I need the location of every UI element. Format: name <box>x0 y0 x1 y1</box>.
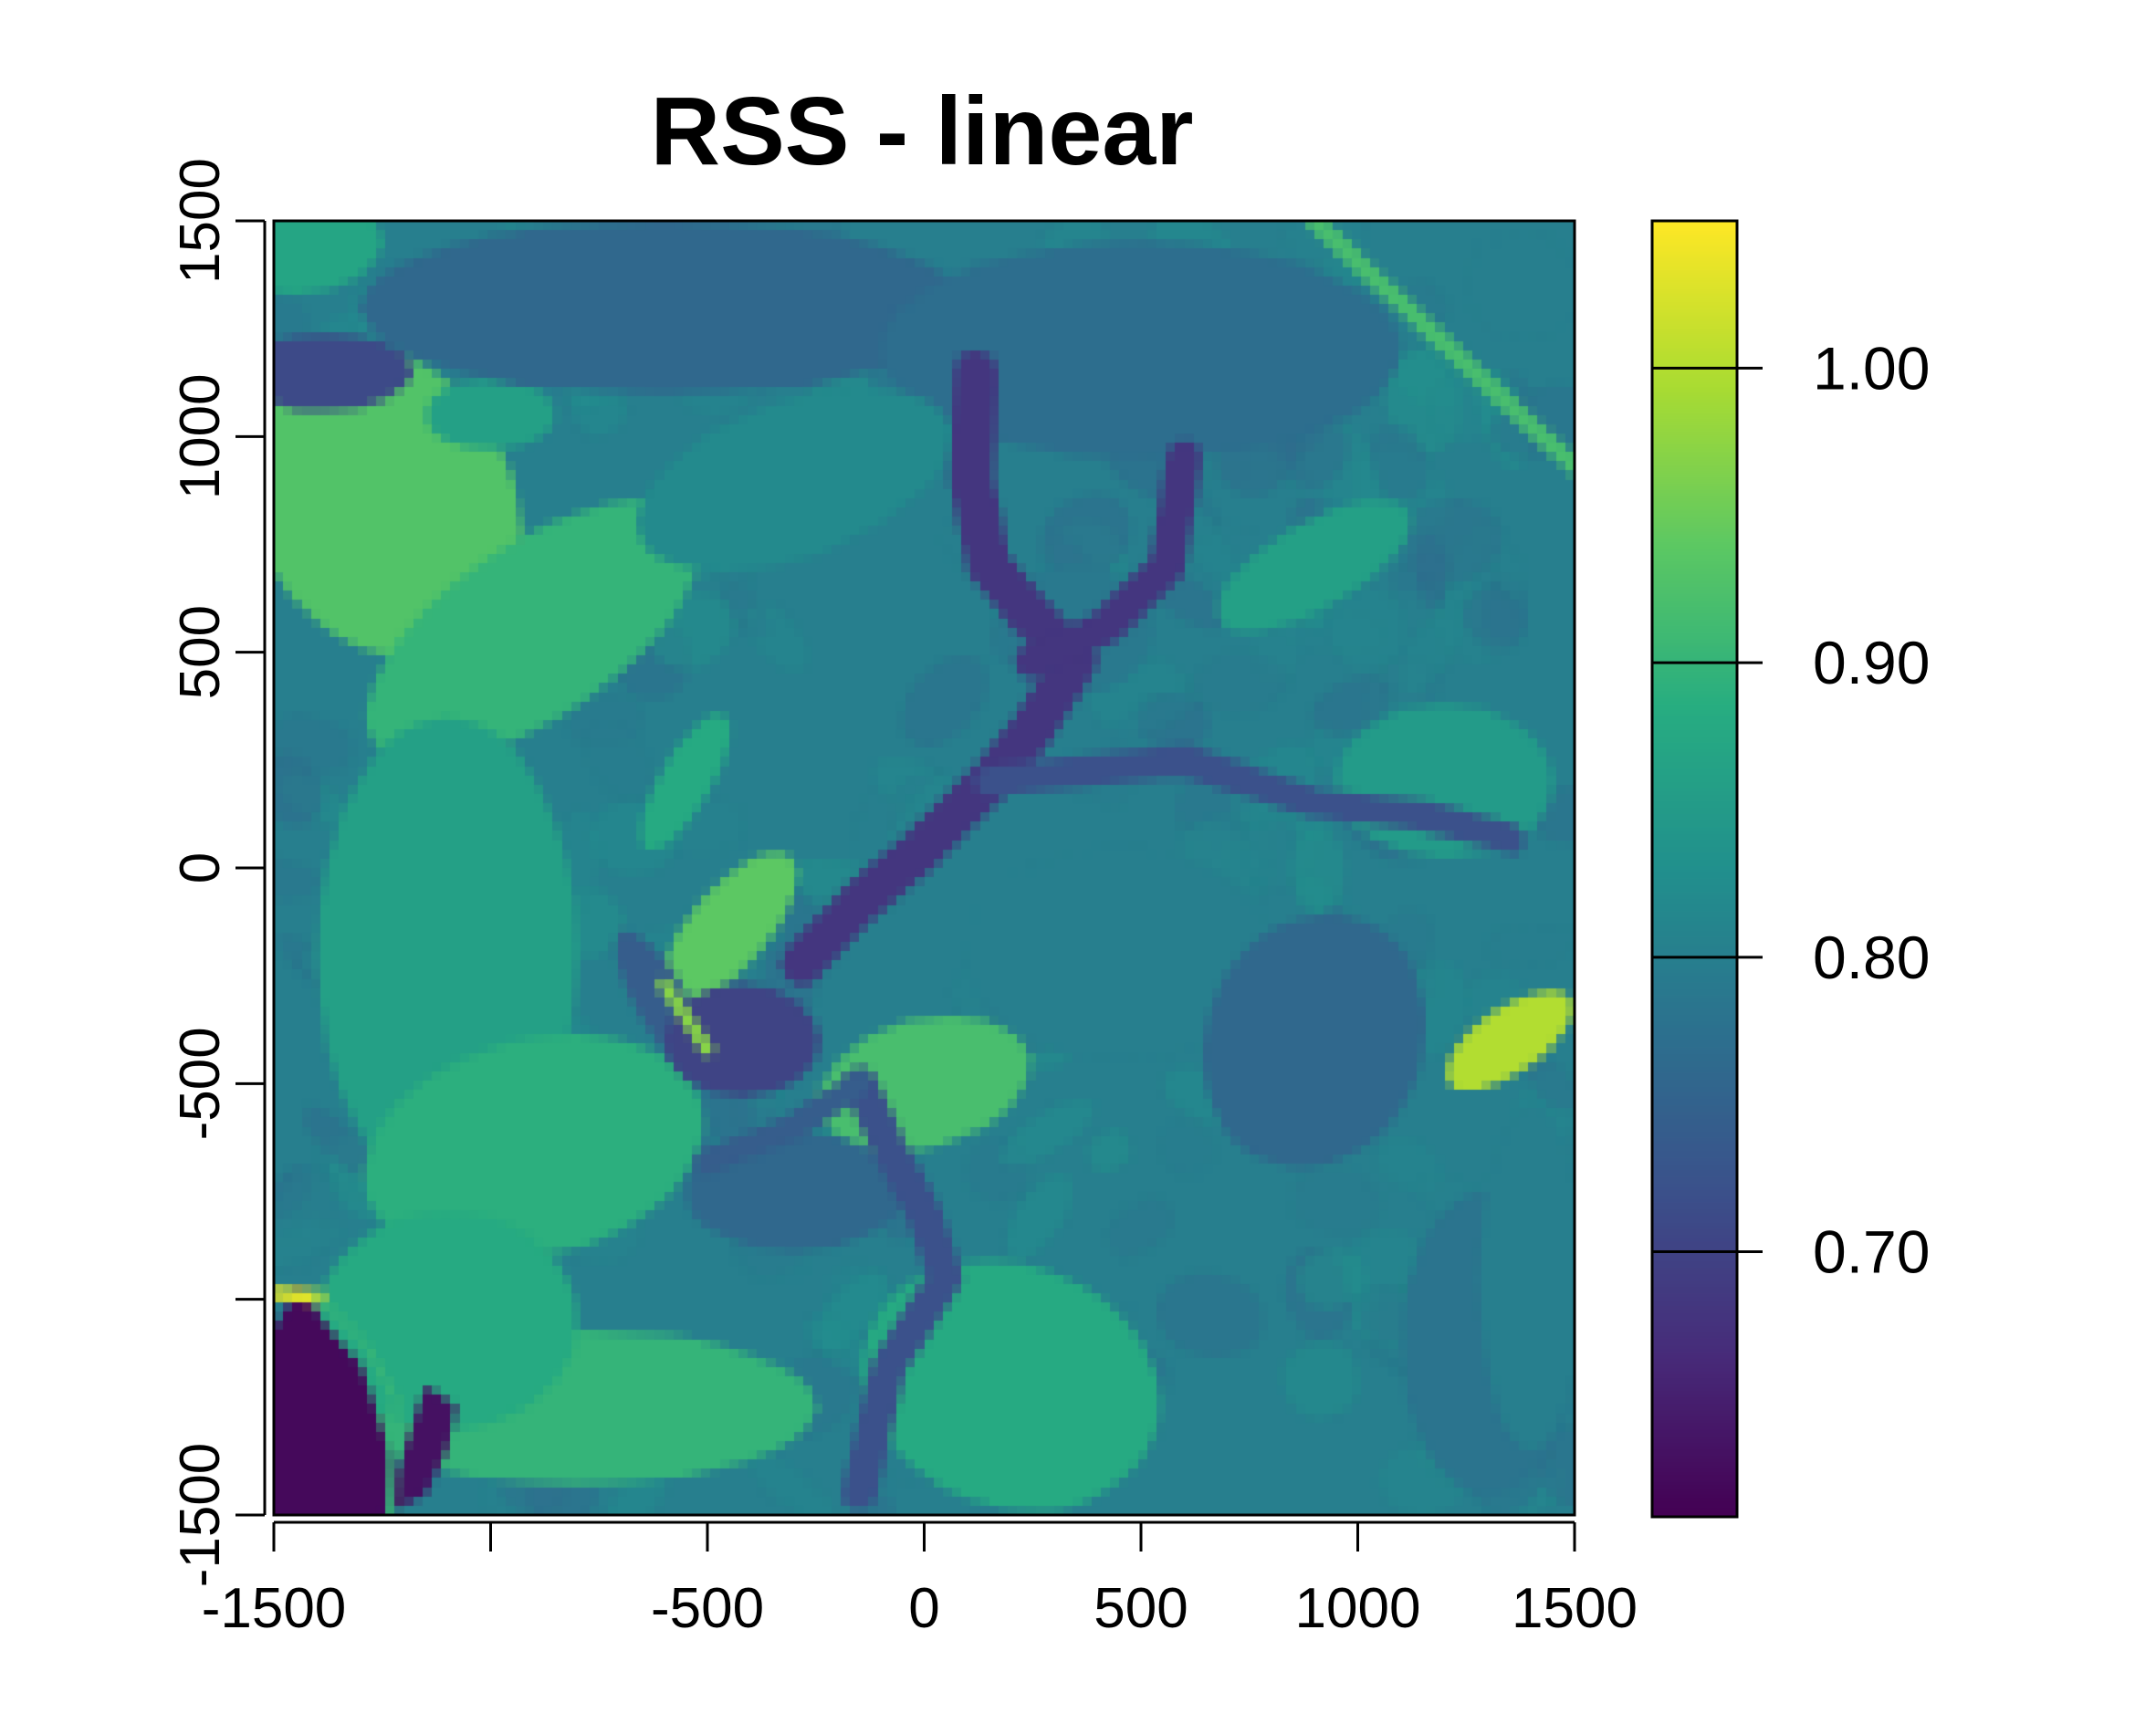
heatmap-raster <box>274 221 1575 1515</box>
x-tick-label-3: 0 <box>908 1577 939 1640</box>
x-tick-label-5: 1000 <box>1295 1577 1421 1640</box>
x-tick-label-0: -1500 <box>202 1577 347 1640</box>
x-tick-label-4: 500 <box>1094 1577 1188 1640</box>
colorbar-tick-label-3: 1.00 <box>1813 334 1930 402</box>
y-tick-label-4: 500 <box>169 605 232 699</box>
colorbar-tick-label-0: 0.70 <box>1813 1218 1930 1286</box>
y-tick-label-6: 1500 <box>169 158 232 284</box>
y-tick-label-3: 0 <box>169 852 232 883</box>
x-tick-label-6: 1500 <box>1512 1577 1638 1640</box>
colorbar-gradient <box>1652 221 1737 1517</box>
y-tick-label-0: -1500 <box>169 1443 232 1588</box>
colorbar-tick-label-2: 0.90 <box>1813 629 1930 696</box>
y-tick-label-5: 1000 <box>169 373 232 499</box>
chart-title: RSS - linear <box>651 78 1194 185</box>
colorbar-tick-label-1: 0.80 <box>1813 924 1930 991</box>
x-axis: -1500 -500 0 500 1000 1500 <box>202 1520 1638 1640</box>
colorbar: 0.70 0.80 0.90 1.00 <box>1650 219 1930 1519</box>
y-axis: -1500 -500 0 500 1000 1500 <box>169 158 267 1588</box>
plot-frame <box>272 219 1576 1517</box>
colorbar-frame <box>1650 219 1739 1519</box>
heatmap-image <box>274 221 1575 1515</box>
x-tick-label-2: -500 <box>651 1577 764 1640</box>
colorbar-ticks: 0.70 0.80 0.90 1.00 <box>1652 334 1930 1286</box>
y-tick-label-2: -500 <box>169 1027 232 1140</box>
